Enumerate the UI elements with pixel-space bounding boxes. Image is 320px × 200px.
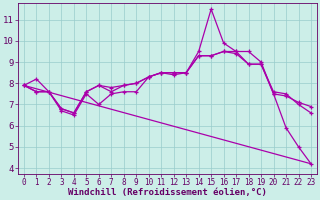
X-axis label: Windchill (Refroidissement éolien,°C): Windchill (Refroidissement éolien,°C) [68,188,267,197]
